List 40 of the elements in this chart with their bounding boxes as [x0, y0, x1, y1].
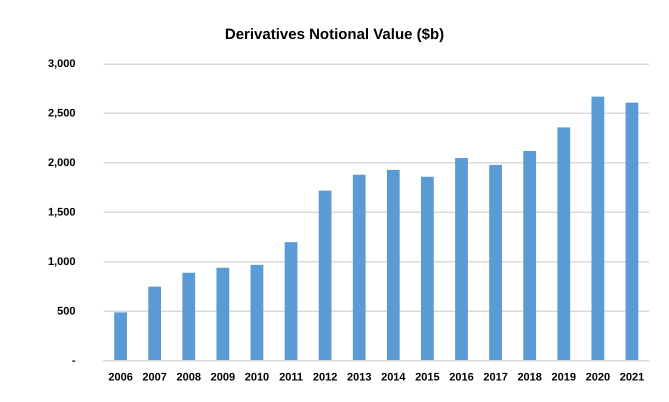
y-tick-label: 1,500 — [48, 206, 76, 218]
x-tick-label: 2016 — [449, 371, 474, 384]
bar — [386, 170, 400, 360]
x-tick-label: 2020 — [586, 371, 610, 384]
y-tick-label: 500 — [57, 305, 76, 318]
bar — [216, 268, 230, 360]
x-tick-label: 2015 — [415, 371, 440, 384]
x-tick-label: 2006 — [108, 371, 133, 384]
y-tick-label: 1,000 — [48, 256, 76, 268]
bar — [182, 272, 196, 360]
x-tick-label: 2008 — [176, 371, 201, 384]
x-tick-label: 2007 — [142, 371, 167, 384]
bar — [591, 96, 604, 360]
y-tick-label: - — [72, 354, 76, 367]
bar — [148, 286, 162, 360]
bar — [421, 176, 434, 360]
x-tick-label: 2021 — [620, 371, 644, 384]
x-tick-label: 2010 — [244, 371, 270, 384]
bar — [284, 242, 298, 360]
chart-title: Derivatives Notional Value ($b) — [224, 26, 444, 44]
x-tick-label: 2019 — [552, 371, 576, 384]
y-tick-label: 2,500 — [48, 108, 76, 120]
bar — [250, 264, 264, 360]
bar — [523, 151, 536, 360]
x-tick-label: 2009 — [210, 371, 236, 384]
y-tick-label: 3,000 — [48, 58, 76, 70]
bar — [557, 127, 570, 360]
bar — [489, 164, 502, 360]
bar — [114, 312, 127, 360]
x-tick-label: 2011 — [279, 371, 303, 384]
x-tick-label: 2018 — [517, 371, 542, 384]
bar — [352, 174, 366, 360]
bar — [626, 102, 638, 360]
bar — [318, 190, 332, 360]
x-tick-label: 2013 — [346, 371, 372, 384]
y-tick-label: 2,000 — [48, 156, 76, 169]
bar — [455, 158, 468, 360]
x-tick-label: 2012 — [312, 371, 338, 384]
x-tick-label: 2014 — [381, 371, 406, 384]
x-tick-label: 2017 — [483, 371, 508, 384]
